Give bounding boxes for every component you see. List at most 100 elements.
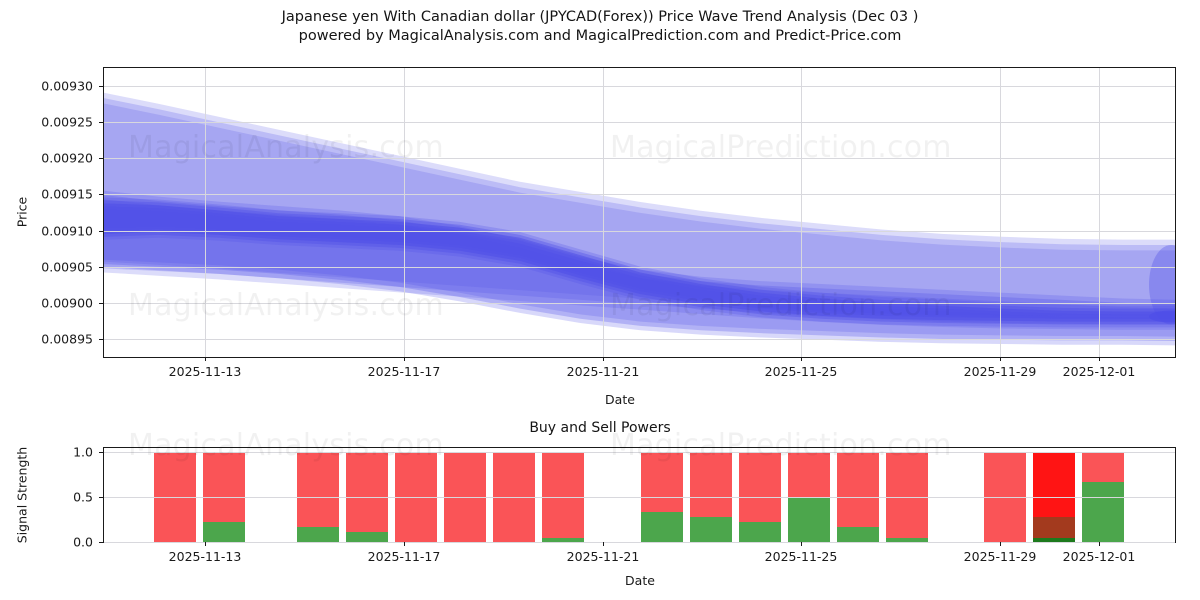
powers-x-tick-label: 2025-11-25	[764, 549, 838, 564]
price-band-layer	[104, 209, 1175, 328]
price-gridline-h	[104, 86, 1175, 87]
price-y-tick-mark	[99, 158, 103, 159]
price-band-end-cap	[1149, 310, 1175, 323]
price-band-layer	[104, 197, 1175, 316]
power-bar[interactable]	[837, 452, 879, 542]
power-bar[interactable]	[542, 452, 584, 542]
powers-x-tick-mark	[404, 542, 405, 546]
price-gridline-h	[104, 122, 1175, 123]
sell-power-segment	[542, 452, 584, 538]
powers-y-tick-label: 0.5	[73, 489, 93, 505]
price-x-tick-mark	[205, 357, 206, 361]
powers-x-axis-label: Date	[625, 573, 655, 588]
powers-x-tick-label: 2025-11-13	[168, 549, 242, 564]
powers-y-tick-label: 0.0	[73, 534, 93, 550]
sell-power-segment	[788, 452, 830, 498]
highlight-overlay-segment	[1033, 516, 1075, 539]
powers-y-tick-mark	[99, 497, 103, 498]
price-x-tick-mark	[1099, 357, 1100, 361]
price-y-tick-label: 0.00900	[41, 295, 93, 311]
powers-x-tick-mark	[603, 542, 604, 546]
powers-x-tick-label: 2025-11-17	[367, 549, 441, 564]
price-gridline-v	[801, 68, 802, 357]
power-bar[interactable]	[641, 452, 683, 542]
price-band-layer	[104, 200, 1175, 319]
power-bar[interactable]	[297, 452, 339, 542]
power-bar[interactable]	[690, 452, 732, 542]
price-y-tick-mark	[99, 86, 103, 87]
powers-x-tick-mark	[1000, 542, 1001, 546]
powers-x-tick-label: 2025-12-01	[1062, 549, 1136, 564]
powers-x-tick-label: 2025-11-21	[566, 549, 640, 564]
price-y-tick-label: 0.00905	[41, 259, 93, 275]
price-x-tick-label: 2025-11-29	[963, 364, 1037, 379]
power-bar[interactable]	[203, 452, 245, 542]
buy-power-segment	[837, 526, 879, 542]
price-gridline-v	[205, 68, 206, 357]
powers-chart-title: Buy and Sell Powers	[529, 420, 671, 436]
sell-power-segment	[739, 452, 781, 523]
price-gridline-h	[104, 194, 1175, 195]
buy-power-segment	[690, 516, 732, 542]
powers-gridline-h	[104, 497, 1175, 498]
price-y-tick-mark	[99, 339, 103, 340]
price-y-tick-label: 0.00895	[41, 331, 93, 347]
price-gridline-v	[603, 68, 604, 357]
buy-power-segment	[203, 522, 245, 542]
power-bar[interactable]	[1082, 452, 1124, 542]
powers-x-tick-mark	[801, 542, 802, 546]
price-y-tick-mark	[99, 267, 103, 268]
price-x-axis-label: Date	[605, 392, 635, 407]
buy-power-segment	[641, 512, 683, 542]
page-subtitle: powered by MagicalAnalysis.com and Magic…	[298, 28, 902, 44]
sell-power-segment	[1082, 452, 1124, 483]
sell-power-segment	[346, 452, 388, 533]
price-gridline-h	[104, 267, 1175, 268]
price-x-tick-mark	[1000, 357, 1001, 361]
powers-x-tick-mark	[1099, 542, 1100, 546]
sell-power-segment	[641, 452, 683, 513]
power-bar[interactable]	[788, 452, 830, 542]
buy-power-segment	[346, 532, 388, 542]
buy-power-segment	[542, 537, 584, 542]
price-x-tick-mark	[603, 357, 604, 361]
powers-y-tick-label: 1.0	[73, 444, 93, 460]
price-x-tick-label: 2025-11-13	[168, 364, 242, 379]
price-gridline-v	[1000, 68, 1001, 357]
price-wave-bands	[104, 92, 1175, 346]
price-y-tick-label: 0.00915	[41, 186, 93, 202]
price-chart-plot-area	[103, 67, 1176, 358]
price-x-tick-mark	[801, 357, 802, 361]
buy-power-segment	[788, 497, 830, 542]
buy-power-segment	[739, 522, 781, 542]
price-gridline-v	[404, 68, 405, 357]
power-bar[interactable]	[739, 452, 781, 542]
price-gridline-v	[1099, 68, 1100, 357]
power-bar[interactable]	[346, 452, 388, 542]
powers-y-tick-mark	[99, 452, 103, 453]
price-y-tick-label: 0.00910	[41, 223, 93, 239]
powers-y-axis-label: Signal Strength	[14, 446, 30, 544]
price-y-tick-mark	[99, 231, 103, 232]
price-band-layer	[104, 92, 1175, 320]
powers-gridline-h	[104, 542, 1175, 543]
power-bar[interactable]	[1033, 452, 1075, 542]
sell-power-segment	[203, 452, 245, 523]
price-y-tick-mark	[99, 303, 103, 304]
price-y-tick-label: 0.00925	[41, 114, 93, 130]
price-gridline-h	[104, 339, 1175, 340]
powers-y-tick-mark	[99, 542, 103, 543]
chart-title-block: Japanese yen With Canadian dollar (JPYCA…	[0, 8, 1200, 46]
power-bar[interactable]	[886, 452, 928, 542]
price-gridline-h	[104, 158, 1175, 159]
powers-x-tick-mark	[205, 542, 206, 546]
price-x-tick-mark	[404, 357, 405, 361]
price-x-tick-label: 2025-11-17	[367, 364, 441, 379]
price-band-layer	[104, 203, 1175, 322]
buy-power-segment	[297, 526, 339, 542]
page-title: Japanese yen With Canadian dollar (JPYCA…	[281, 9, 919, 25]
powers-chart-plot-area	[103, 447, 1176, 543]
price-y-axis-label: Price	[14, 196, 30, 228]
sell-power-segment	[886, 452, 928, 539]
